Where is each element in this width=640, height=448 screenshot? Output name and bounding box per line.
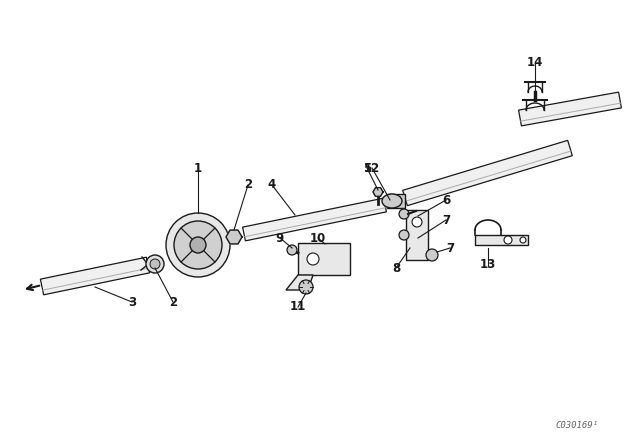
Circle shape [307,253,319,265]
Text: 13: 13 [480,258,496,271]
Text: 4: 4 [268,178,276,191]
Polygon shape [40,257,150,295]
Text: 7: 7 [446,241,454,254]
Text: 2: 2 [169,296,177,309]
Circle shape [412,217,422,227]
Polygon shape [403,140,572,206]
Ellipse shape [382,194,402,208]
Circle shape [399,230,409,240]
Circle shape [166,213,230,277]
Circle shape [399,209,409,219]
Text: 11: 11 [290,301,306,314]
Text: 10: 10 [310,232,326,245]
Polygon shape [226,230,242,244]
Polygon shape [373,188,383,196]
Bar [298,243,350,275]
Text: 7: 7 [442,214,450,227]
Circle shape [190,237,206,253]
Bar [387,194,405,208]
Text: 14: 14 [527,56,543,69]
Polygon shape [518,92,621,126]
Text: 8: 8 [392,262,400,275]
Text: 3: 3 [128,296,136,309]
Circle shape [146,255,164,273]
Text: C030169¹: C030169¹ [555,421,598,430]
Circle shape [174,221,222,269]
Circle shape [426,249,438,261]
Text: 9: 9 [276,232,284,245]
Circle shape [520,237,526,243]
Text: 1: 1 [194,161,202,175]
Polygon shape [475,235,528,245]
Text: 6: 6 [442,194,450,207]
Polygon shape [286,275,313,290]
Circle shape [150,259,160,269]
Bar [406,210,428,260]
Circle shape [299,280,313,294]
Text: 5: 5 [363,161,371,175]
Polygon shape [243,198,387,241]
Text: 2: 2 [244,178,252,191]
Circle shape [287,245,297,255]
Text: 12: 12 [364,161,380,175]
Circle shape [504,236,512,244]
